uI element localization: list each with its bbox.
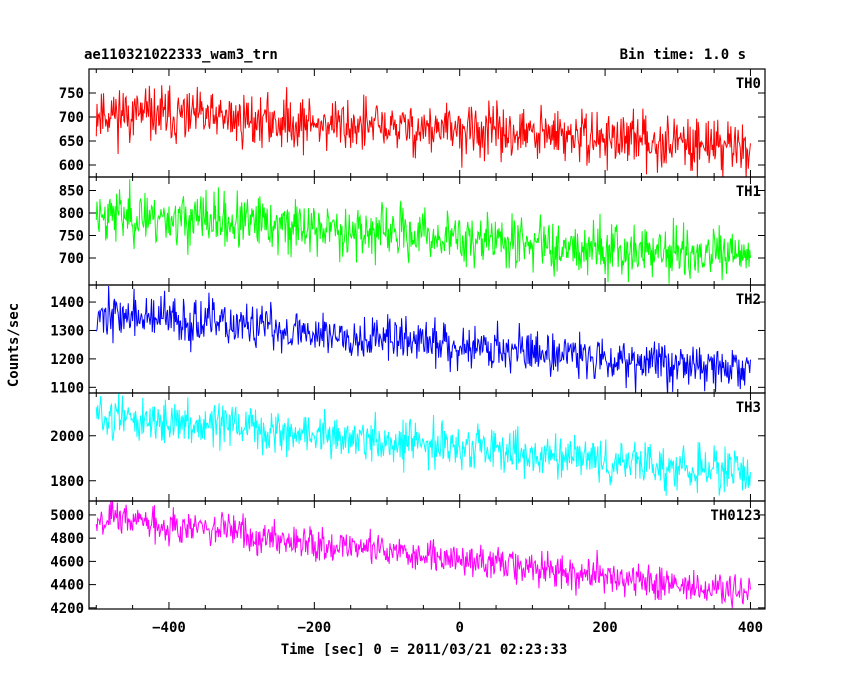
y-tick-label: 1300 bbox=[50, 323, 84, 339]
y-axis-label: Counts/sec bbox=[6, 303, 22, 387]
y-tick-label: 850 bbox=[59, 184, 84, 200]
x-tick-label: 200 bbox=[592, 620, 617, 636]
y-tick-label: 4400 bbox=[50, 578, 84, 594]
panel-label-th0123: TH0123 bbox=[710, 508, 761, 524]
x-tick-label: −200 bbox=[297, 620, 331, 636]
chart-title: ae110321022333_wam3_trn bbox=[84, 47, 278, 63]
panel-frame-th0123 bbox=[88, 500, 766, 610]
x-tick-label: 0 bbox=[455, 620, 463, 636]
y-tick-label: 4200 bbox=[50, 601, 84, 617]
x-tick-labels: −400 −200 0 200 400 bbox=[152, 620, 763, 636]
panel-label-th3: TH3 bbox=[736, 400, 761, 416]
x-axis-label: Time [sec] 0 = 2011/03/21 02:23:33 bbox=[281, 642, 568, 658]
panel-frame-th3 bbox=[88, 392, 766, 502]
y-tick-label: 650 bbox=[59, 134, 84, 150]
y-tick-label: 4800 bbox=[50, 531, 84, 547]
y-tick-label: 1400 bbox=[50, 295, 84, 311]
series-line-th1 bbox=[95, 179, 751, 284]
x-tick-label: 400 bbox=[738, 620, 763, 636]
panel-label-th2: TH2 bbox=[736, 292, 761, 308]
panels-group: 600 650 700 750 TH0 700 750 800 850 TH1 1100 1200 13… bbox=[50, 68, 766, 617]
y-tick-label: 1200 bbox=[50, 352, 84, 368]
y-tick-label: 2000 bbox=[50, 429, 84, 445]
y-tick-label: 750 bbox=[59, 86, 84, 102]
y-tick-label: 5000 bbox=[50, 508, 84, 524]
panel-label-th0: TH0 bbox=[736, 76, 761, 92]
series-line-th2 bbox=[95, 285, 751, 393]
y-tick-label: 800 bbox=[59, 206, 84, 222]
y-tick-label: 750 bbox=[59, 229, 84, 245]
y-tick-label: 700 bbox=[59, 251, 84, 267]
panel-label-th1: TH1 bbox=[736, 184, 761, 200]
x-tick-label: −400 bbox=[152, 620, 186, 636]
y-tick-label: 700 bbox=[59, 110, 84, 126]
y-tick-label: 4600 bbox=[50, 554, 84, 570]
bin-time-label: Bin time: 1.0 s bbox=[620, 47, 746, 63]
series-line-th0 bbox=[95, 85, 751, 177]
y-tick-label: 1800 bbox=[50, 474, 84, 490]
series-line-th0123 bbox=[95, 501, 751, 609]
y-tick-label: 600 bbox=[59, 158, 84, 174]
series-line-th3 bbox=[95, 393, 751, 496]
y-tick-label: 1100 bbox=[50, 380, 84, 396]
